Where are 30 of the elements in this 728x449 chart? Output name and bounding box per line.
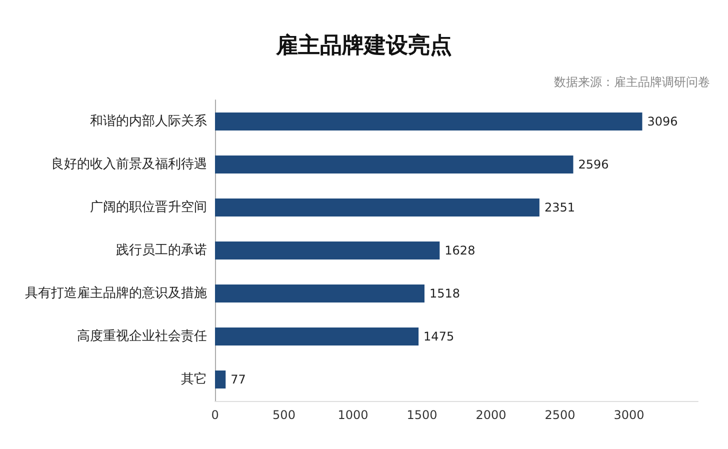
x-tick-label: 2000 [476, 408, 506, 422]
chart-title: 雇主品牌建设亮点 [275, 32, 452, 58]
y-tick-label: 良好的收入前景及福利待遇 [51, 157, 207, 172]
x-tick-label: 3000 [614, 408, 644, 422]
y-tick-label: 和谐的内部人际关系 [90, 114, 207, 129]
x-tick-label: 500 [272, 408, 296, 422]
x-tick-label: 1500 [406, 408, 438, 422]
source-note: 数据来源：雇主品牌调研问卷 [554, 75, 710, 89]
y-tick-label: 其它 [181, 371, 207, 387]
data-label: 77 [230, 372, 246, 386]
data-label: 1518 [429, 286, 460, 300]
y-tick-label: 践行员工的承诺 [116, 243, 207, 258]
data-label: 1475 [424, 330, 454, 344]
data-label: 3096 [647, 114, 678, 128]
bar [215, 242, 440, 260]
x-tick-label: 1000 [338, 408, 368, 422]
data-label: 1628 [444, 244, 476, 258]
x-tick-label: 2500 [544, 408, 576, 422]
bar [215, 328, 419, 346]
bar [215, 112, 642, 130]
y-tick-label: 高度重视企业社会责任 [77, 328, 207, 344]
data-label: 2351 [544, 200, 575, 214]
bar [215, 370, 226, 388]
bar [215, 284, 424, 302]
bar [215, 156, 574, 174]
y-tick-label: 具有打造雇主品牌的意识及措施 [25, 285, 207, 301]
y-tick-label: 广阔的职位晋升空间 [90, 200, 207, 215]
x-tick-label: 0 [211, 408, 219, 422]
bar [215, 198, 540, 216]
data-label: 2596 [578, 158, 609, 172]
